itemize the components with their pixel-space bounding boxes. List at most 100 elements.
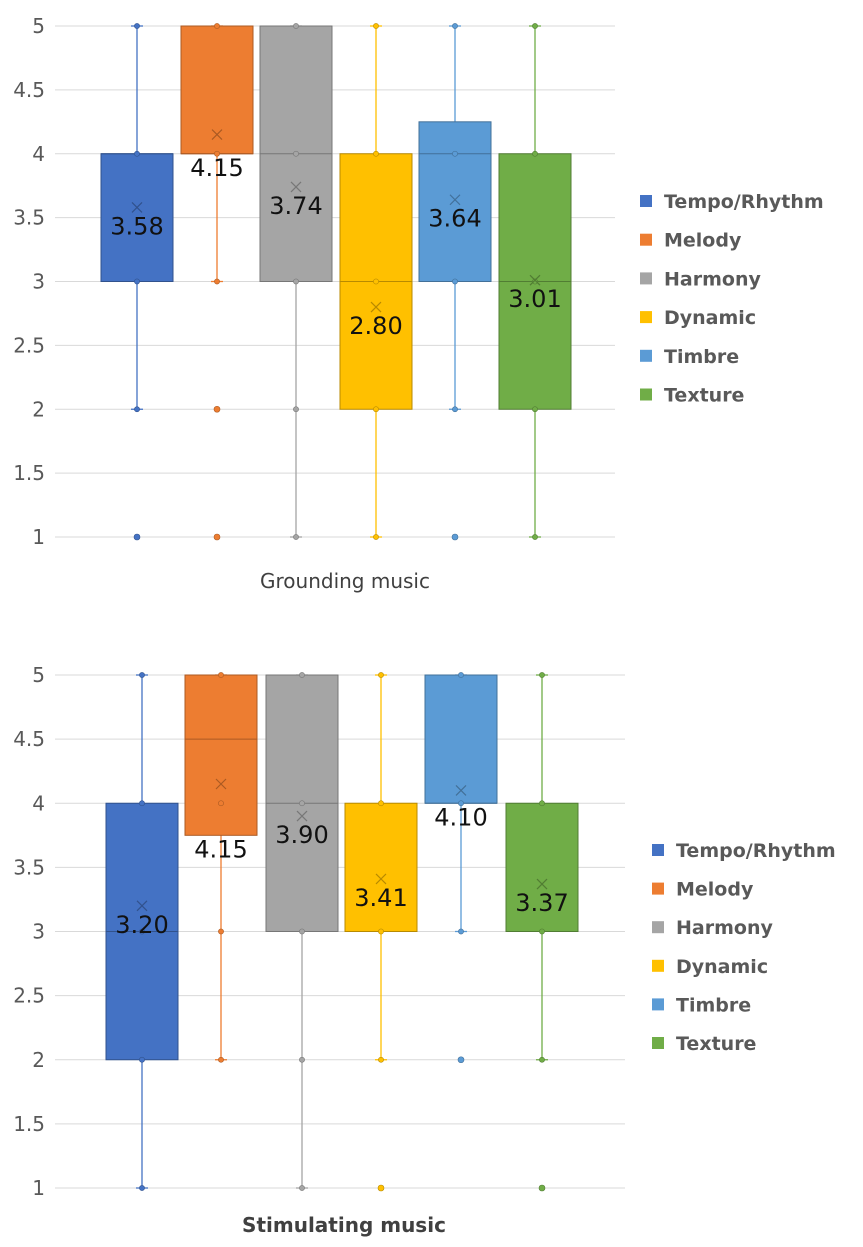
data-point: [452, 150, 458, 157]
legend-item-texture[interactable]: Texture: [652, 1033, 756, 1055]
grounding-music-chart: 1 1.5 2 2.5 3 3.5 4 4.5 5 Grounding music 3.58 4.15…: [13, 14, 823, 593]
y-tick-label: 3.5: [13, 206, 45, 230]
outlier-point: [213, 533, 221, 541]
legend-swatch: [640, 311, 652, 324]
mean-data-label: 3.01: [508, 285, 561, 313]
y-tick-label: 1.5: [13, 461, 45, 485]
data-point: [299, 1056, 305, 1063]
data-point: [378, 928, 384, 935]
outlier-point: [133, 533, 141, 541]
legend-label: Texture: [664, 385, 744, 407]
data-point: [373, 278, 379, 285]
mean-data-label: 3.37: [515, 889, 568, 917]
legend-item-tempo-rhythm[interactable]: Tempo/Rhythm: [640, 191, 824, 213]
gridlines: 1 1.5 2 2.5 3 3.5 4 4.5 5: [13, 663, 625, 1200]
box-melody[interactable]: 4.15: [184, 672, 258, 1063]
legend-swatch: [652, 1037, 664, 1049]
box-dynamic[interactable]: 3.41: [344, 672, 418, 1192]
box-tempo-rhythm[interactable]: 3.20: [105, 672, 179, 1191]
box-tempo-rhythm[interactable]: 3.58: [100, 23, 174, 541]
mean-data-label: 3.90: [275, 821, 328, 849]
box-texture[interactable]: 3.01: [498, 23, 572, 540]
mean-data-label: 3.20: [115, 911, 168, 939]
legend-swatch: [652, 882, 664, 895]
legend-item-dynamic[interactable]: Dynamic: [640, 307, 756, 329]
box-harmony[interactable]: 3.90: [265, 672, 339, 1191]
data-point: [378, 800, 384, 807]
legend-label: Tempo/Rhythm: [664, 191, 824, 213]
legend-item-tempo-rhythm[interactable]: Tempo/Rhythm: [652, 840, 836, 862]
y-tick-label: 1: [32, 525, 45, 549]
data-point: [452, 278, 458, 285]
data-point: [458, 928, 464, 935]
data-point: [139, 1185, 145, 1191]
data-point: [134, 406, 140, 413]
data-point: [293, 534, 299, 540]
box-body[interactable]: [424, 674, 498, 804]
legend: Tempo/Rhythm Melody Harmony Dynamic Timbre Te…: [640, 191, 824, 407]
legend-swatch: [652, 959, 664, 972]
data-point: [373, 23, 379, 29]
legend-item-timbre[interactable]: Timbre: [640, 346, 739, 368]
data-point: [218, 800, 224, 807]
outlier-point: [377, 1184, 385, 1192]
legend-swatch: [640, 272, 652, 285]
data-point: [218, 672, 224, 678]
data-point: [452, 406, 458, 413]
legend-swatch: [640, 233, 652, 246]
mean-marker: [136, 900, 148, 912]
y-tick-label: 4.5: [13, 727, 45, 751]
box-melody[interactable]: 4.15: [180, 23, 254, 541]
legend-swatch: [640, 388, 652, 401]
legend-label: Dynamic: [676, 956, 768, 978]
box-timbre[interactable]: 4.10: [424, 672, 498, 1064]
box-timbre[interactable]: 3.64: [418, 23, 492, 541]
data-point: [458, 800, 464, 807]
box-harmony[interactable]: 3.74: [259, 23, 333, 540]
legend-label: Melody: [664, 230, 742, 252]
mean-marker: [296, 810, 308, 822]
legend-item-dynamic[interactable]: Dynamic: [652, 956, 768, 978]
stimulating-music-chart: 1 1.5 2 2.5 3 3.5 4 4.5 5 Stimulating music 3.20 4.…: [13, 663, 835, 1237]
data-point: [218, 928, 224, 935]
mean-data-label: 4.10: [434, 803, 487, 831]
outlier-point: [451, 533, 459, 541]
data-point: [139, 928, 145, 935]
box-body[interactable]: [418, 121, 492, 282]
data-point: [378, 672, 384, 678]
mean-data-label: 4.15: [194, 835, 247, 863]
mean-marker: [370, 301, 382, 313]
legend-item-melody[interactable]: Melody: [640, 230, 742, 252]
data-point: [139, 800, 145, 807]
legend-item-harmony[interactable]: Harmony: [652, 917, 773, 939]
y-tick-label: 2.5: [13, 333, 45, 357]
legend-swatch: [640, 195, 652, 207]
legend-item-harmony[interactable]: Harmony: [640, 268, 761, 290]
legend-label: Tempo/Rhythm: [676, 840, 836, 862]
data-point: [214, 23, 220, 29]
mean-marker: [529, 274, 541, 286]
legend-label: Dynamic: [664, 307, 756, 329]
data-point: [139, 1056, 145, 1063]
outlier-point: [213, 405, 221, 413]
mean-marker: [215, 778, 227, 790]
legend-label: Timbre: [676, 994, 751, 1016]
box-body[interactable]: [344, 802, 418, 932]
legend-item-timbre[interactable]: Timbre: [652, 994, 751, 1016]
mean-marker: [455, 785, 467, 796]
y-tick-label: 1: [32, 1176, 45, 1200]
box-texture[interactable]: 3.37: [505, 672, 579, 1192]
box-dynamic[interactable]: 2.80: [339, 23, 413, 540]
box-body[interactable]: [184, 674, 258, 836]
data-point: [532, 23, 538, 29]
data-point: [452, 23, 458, 29]
mean-marker: [290, 181, 302, 193]
legend-item-melody[interactable]: Melody: [652, 879, 754, 901]
data-point: [299, 672, 305, 678]
legend-swatch: [652, 921, 664, 934]
data-point: [214, 150, 220, 157]
data-point: [532, 406, 538, 413]
data-point: [299, 1185, 305, 1191]
legend-item-texture[interactable]: Texture: [640, 385, 744, 407]
